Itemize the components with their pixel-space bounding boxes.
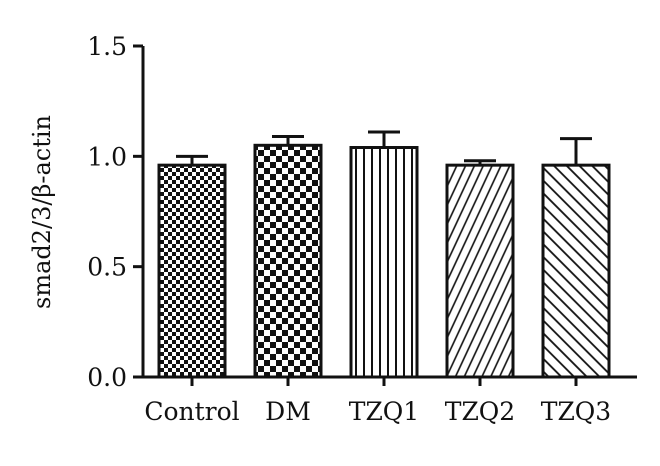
bar-group: TZQ3	[541, 137, 611, 426]
bar-group: TZQ2	[445, 159, 515, 426]
x-tick-label: DM	[265, 397, 311, 426]
bar-tzq1	[349, 146, 419, 379]
x-tick-label: TZQ3	[541, 397, 611, 426]
y-axis-title: smad2/3/β-actin	[28, 115, 56, 309]
y-tick-label: 1.5	[87, 32, 127, 61]
bars: Control DM TZQ1 TZQ2 TZQ3	[144, 130, 611, 426]
y-tick-label: 0.0	[87, 363, 127, 392]
bar-tzq3	[541, 163, 611, 379]
bar-group: DM	[253, 134, 323, 426]
x-tick-label: Control	[144, 397, 239, 426]
bar-group: TZQ1	[349, 130, 419, 426]
x-tick-label: TZQ2	[445, 397, 515, 426]
bar-dm	[253, 143, 323, 379]
bar-control	[157, 163, 227, 379]
y-axis: 0.0 0.5 1.0 1.5	[87, 32, 145, 392]
y-tick-label: 0.5	[87, 253, 127, 282]
y-tick-label: 1.0	[87, 142, 127, 171]
bar-tzq2	[445, 163, 515, 379]
bar-group: Control	[144, 154, 240, 426]
x-tick-label: TZQ1	[349, 397, 419, 426]
